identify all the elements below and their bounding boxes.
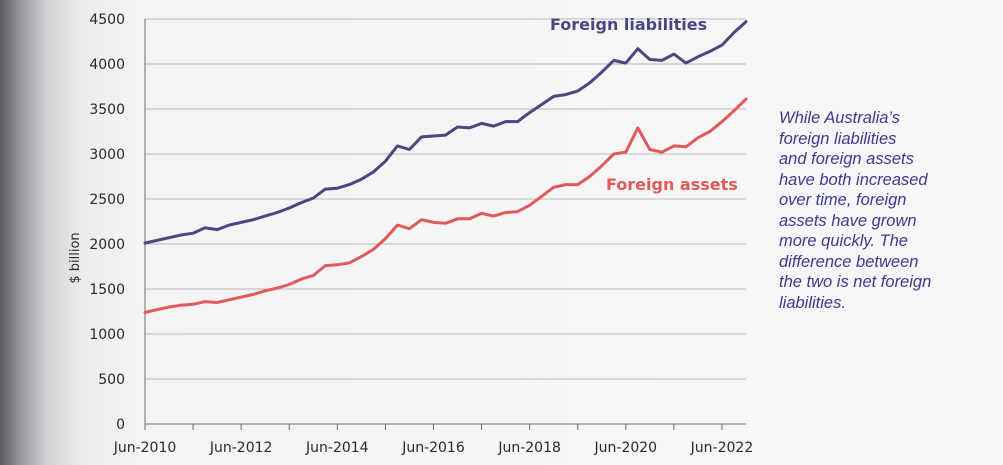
series-lines bbox=[143, 20, 748, 314]
x-tick-label: Jun-2020 bbox=[594, 440, 658, 456]
annotation-line: over time, foreign bbox=[779, 191, 907, 209]
annotation-line: more quickly. The bbox=[779, 232, 908, 250]
y-tick-label: 4500 bbox=[89, 12, 125, 28]
y-tick-label: 3000 bbox=[89, 147, 125, 163]
y-tick-label: 500 bbox=[98, 372, 125, 388]
x-tick-label: Jun-2018 bbox=[497, 440, 561, 456]
x-tick-label: Jun-2012 bbox=[209, 440, 273, 456]
axes: 0 500 1000 1500 2000 2500 3000 3500 4000 4500 Jun-… bbox=[89, 12, 753, 456]
series-line-foreign-liabilities bbox=[143, 20, 748, 245]
annotation-line: assets have grown bbox=[779, 211, 917, 230]
series-line-foreign-assets bbox=[143, 97, 748, 314]
x-tick-label: Jun-2022 bbox=[690, 440, 754, 456]
annotation-line: the two is net foreign bbox=[779, 273, 932, 291]
annotation-line: and foreign assets bbox=[779, 150, 914, 168]
annotation-line: liabilities. bbox=[779, 293, 846, 312]
y-tick-label: 2500 bbox=[89, 192, 125, 208]
x-tick-label: Jun-2016 bbox=[401, 440, 465, 456]
series-label-foreign-assets: Foreign assets bbox=[606, 175, 738, 194]
y-tick-label: 0 bbox=[116, 417, 125, 433]
y-tick-label: 2000 bbox=[89, 237, 125, 253]
y-tick-label: 1500 bbox=[89, 282, 125, 298]
y-tick-label: 4000 bbox=[89, 57, 125, 73]
annotation-line: difference between bbox=[779, 252, 919, 271]
annotation-text: While Australia’s foreign liabilities an… bbox=[779, 108, 989, 313]
annotation-line: have both increased bbox=[779, 170, 928, 189]
y-tick-label: 3500 bbox=[89, 102, 125, 118]
annotation-line: foreign liabilities bbox=[779, 129, 897, 148]
x-tick-label: Jun-2010 bbox=[113, 440, 177, 456]
gridlines bbox=[145, 18, 746, 380]
x-tick-label: Jun-2014 bbox=[305, 440, 369, 456]
y-axis-title: $ billion bbox=[68, 232, 83, 283]
y-tick-label: 1000 bbox=[89, 327, 125, 343]
annotation-line: While Australia’s bbox=[779, 109, 901, 127]
series-label-foreign-liabilities: Foreign liabilities bbox=[550, 15, 707, 34]
